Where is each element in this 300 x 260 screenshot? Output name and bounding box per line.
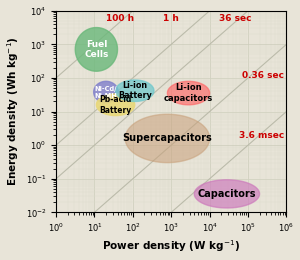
Polygon shape [167,81,210,105]
Text: Capacitors: Capacitors [198,189,256,199]
Text: 1 h: 1 h [163,14,179,23]
Text: Li-ion
Battery: Li-ion Battery [118,81,152,100]
Text: 3.6 msec: 3.6 msec [239,131,284,140]
Text: 0.36 sec: 0.36 sec [242,71,284,80]
Polygon shape [96,94,135,116]
Text: 36 sec: 36 sec [220,14,252,23]
Y-axis label: Energy density (Wh kg$^{-1}$): Energy density (Wh kg$^{-1}$) [6,37,21,186]
Polygon shape [116,80,154,101]
Text: 100 h: 100 h [106,14,135,23]
Text: Pb-acid
Battery: Pb-acid Battery [99,95,132,115]
Text: Ni-Cd/
Ni-MH: Ni-Cd/ Ni-MH [94,86,117,99]
Polygon shape [125,114,210,162]
Polygon shape [194,180,260,208]
Text: Fuel
Cells: Fuel Cells [84,40,109,59]
Polygon shape [94,81,118,103]
Text: Supercapacitors: Supercapacitors [122,133,212,144]
Text: Li-ion
capacitors: Li-ion capacitors [164,83,213,103]
X-axis label: Power density (W kg$^{-1}$): Power density (W kg$^{-1}$) [102,239,240,255]
Polygon shape [75,28,118,71]
